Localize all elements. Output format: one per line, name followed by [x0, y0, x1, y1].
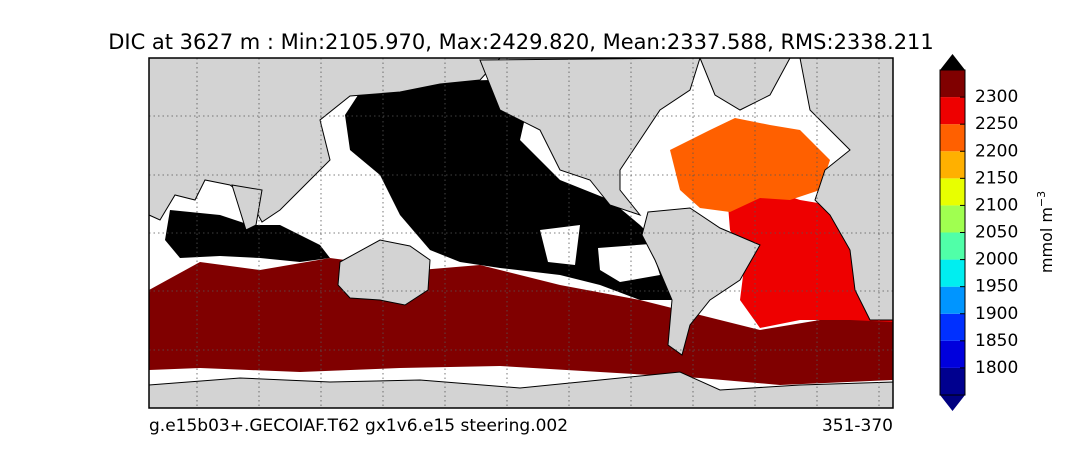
colorbar-tick-label: 2050	[975, 223, 1018, 243]
colorbar-unit-exponent: −3	[1035, 191, 1048, 207]
australia	[337, 239, 431, 306]
colorbar-tick-label: 1800	[975, 358, 1018, 378]
colorbar-tick-label: 2000	[975, 250, 1018, 270]
south-america	[641, 207, 761, 356]
north-atlantic-field	[670, 118, 830, 212]
pacific-field	[345, 80, 680, 300]
indian-field	[165, 210, 330, 262]
colorbar-segment	[940, 313, 965, 341]
colorbar-tick-label: 1900	[975, 304, 1018, 324]
south-atlantic-field	[728, 190, 893, 328]
colorbar-segment	[940, 340, 965, 368]
colorbar-unit: mmol m	[1037, 207, 1056, 273]
colorbar-segment	[940, 151, 965, 179]
colorbar-segment	[940, 286, 965, 314]
colorbar-segment	[940, 205, 965, 233]
colorbar-segment	[940, 232, 965, 260]
map	[148, 57, 894, 409]
map-frame	[148, 57, 894, 409]
india	[231, 184, 263, 231]
colorbar-segment	[940, 178, 965, 206]
map-title: DIC at 3627 m : Min:2105.970, Max:2429.8…	[108, 30, 934, 54]
colorbar-tick-label: 2200	[975, 141, 1018, 161]
colorbar-tick-label: 2250	[975, 114, 1018, 134]
colorbar-tick-label: 1850	[975, 331, 1018, 351]
colorbar-segment	[940, 124, 965, 152]
colorbar-label: mmol m−3	[1035, 191, 1056, 273]
pacific-gap	[540, 225, 660, 282]
colorbar-tick-label: 2100	[975, 195, 1018, 215]
footer-right: 351-370	[822, 416, 893, 436]
colorbar-tick-label: 1950	[975, 277, 1018, 297]
colorbar: 1800 1850 1900 1950 2000 2050 2100 2150 2200 2250…	[939, 54, 1018, 411]
colorbar-tick-label: 2150	[975, 168, 1018, 188]
southern-ocean-field	[149, 258, 893, 385]
colorbar-segment	[940, 259, 965, 287]
colorbar-under-arrow	[940, 395, 965, 411]
colorbar-over-arrow	[940, 54, 965, 70]
colorbar-segment	[940, 97, 965, 125]
eurasia	[148, 57, 502, 223]
footer-left: g.e15b03+.GECOIAF.T62 gx1v6.e15 steering…	[149, 416, 568, 436]
colorbar-segment	[940, 367, 965, 395]
colorbar-segment	[940, 70, 965, 98]
colorbar-tick-label: 2300	[975, 87, 1018, 107]
north-america	[479, 57, 701, 217]
